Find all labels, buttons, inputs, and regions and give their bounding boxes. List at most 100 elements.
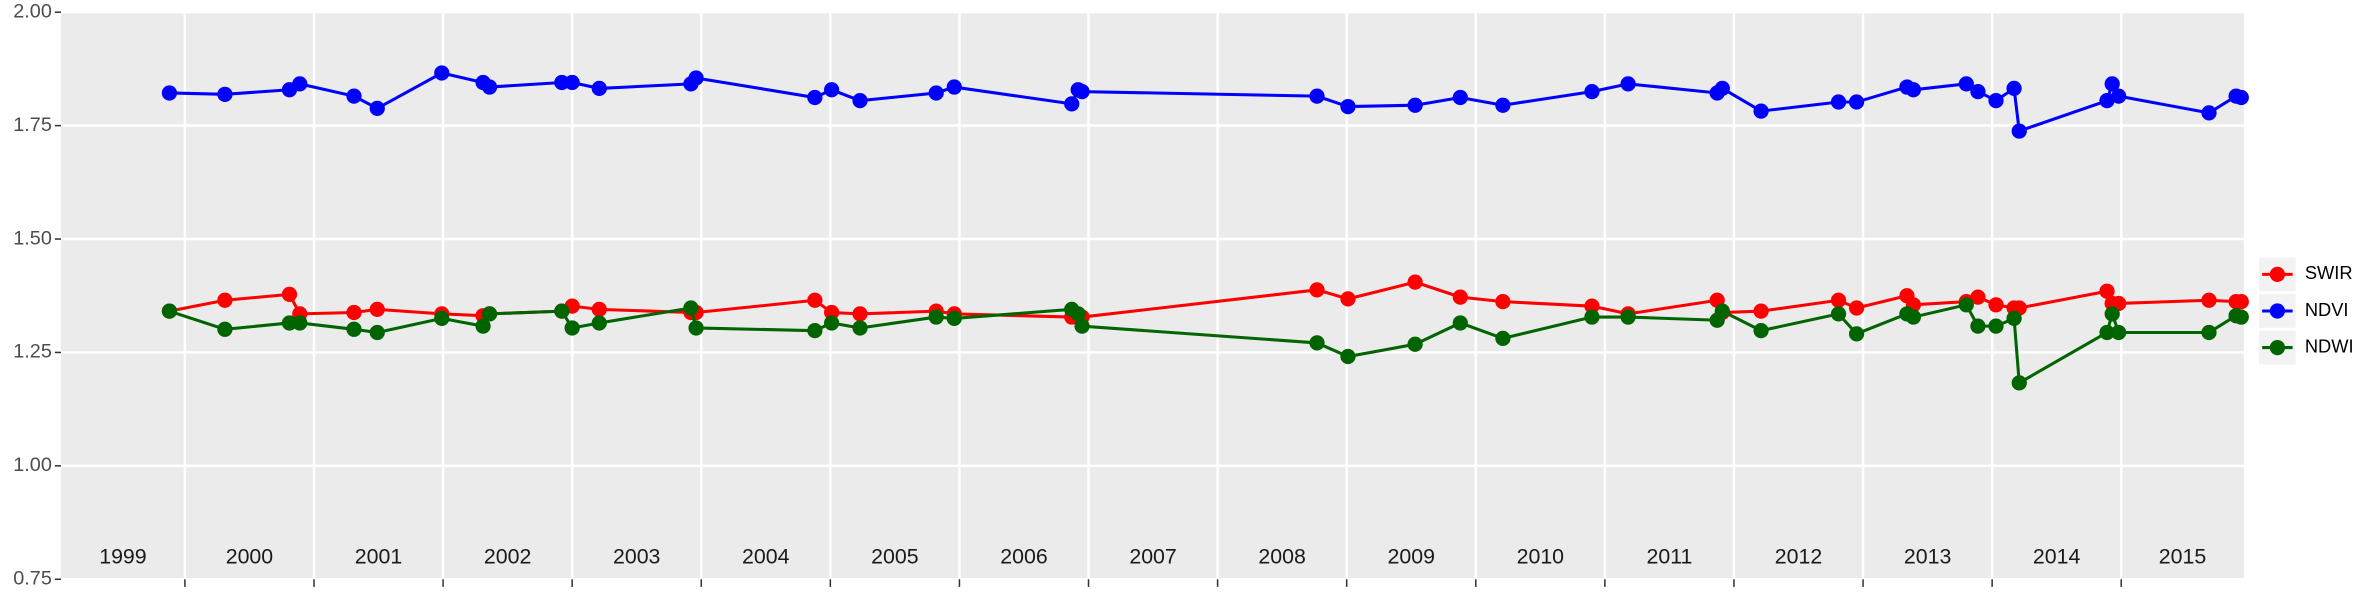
point <box>1830 94 1847 110</box>
point <box>2006 310 2022 327</box>
point <box>2099 283 2115 299</box>
point <box>1074 83 1090 100</box>
year-label: 2005 <box>871 545 918 569</box>
legend-point <box>2269 266 2286 283</box>
point <box>807 89 823 106</box>
point <box>1830 292 1847 308</box>
point <box>481 306 498 322</box>
point <box>1340 291 1356 307</box>
point <box>2006 80 2022 97</box>
point <box>591 315 607 331</box>
year-label: 2011 <box>1646 545 1692 569</box>
point <box>1495 294 1511 310</box>
legend-text: NDVI <box>2305 299 2349 320</box>
point <box>824 315 840 331</box>
point <box>1340 98 1356 115</box>
year-label: 2010 <box>1517 545 1565 569</box>
point <box>1905 82 1922 98</box>
legend-text: NDWI <box>2305 335 2354 356</box>
point <box>946 310 962 327</box>
point <box>1452 89 1468 106</box>
panel <box>60 12 2244 580</box>
point <box>2104 76 2120 92</box>
point <box>2011 123 2027 139</box>
point <box>1064 96 1080 112</box>
point <box>1958 297 1974 313</box>
year-label: 2002 <box>484 545 531 569</box>
point <box>1988 318 2004 334</box>
y-tick-label: 1.00 <box>13 454 52 476</box>
point <box>852 93 868 109</box>
y-tick-label: 1.50 <box>13 227 52 249</box>
point <box>1970 289 1986 305</box>
point <box>1495 330 1511 347</box>
point <box>688 70 704 86</box>
point <box>1309 335 1325 351</box>
point <box>369 324 385 341</box>
point <box>434 310 450 327</box>
point <box>1495 97 1511 113</box>
point <box>928 85 944 101</box>
point <box>2011 375 2027 391</box>
point <box>1407 274 1423 290</box>
point <box>1753 303 1769 319</box>
point <box>161 85 178 101</box>
point <box>2099 324 2115 341</box>
point <box>1620 309 1636 325</box>
point <box>281 286 298 302</box>
year-label: 2013 <box>1904 545 1951 569</box>
point <box>1753 103 1769 119</box>
point <box>852 306 868 322</box>
year-label: 2008 <box>1258 545 1305 569</box>
point <box>369 301 385 317</box>
point <box>928 309 944 325</box>
point <box>346 304 362 321</box>
point <box>1584 83 1600 100</box>
point <box>1753 323 1769 339</box>
point <box>852 320 868 336</box>
point <box>1074 318 1090 334</box>
point <box>2111 324 2127 341</box>
point <box>1988 297 2004 313</box>
point <box>369 100 385 117</box>
point <box>1905 309 1922 325</box>
point <box>1452 289 1468 305</box>
y-tick-label: 1.25 <box>13 341 52 363</box>
year-label: 2000 <box>226 545 274 569</box>
point <box>292 315 308 331</box>
y-tick-label: 1.75 <box>13 114 52 136</box>
point <box>591 80 607 97</box>
point <box>807 292 823 308</box>
point <box>1848 326 1865 342</box>
point <box>2233 309 2249 325</box>
point <box>824 304 840 321</box>
point <box>683 300 699 316</box>
point <box>1970 83 1986 100</box>
point <box>2201 105 2217 121</box>
point <box>554 303 570 319</box>
point <box>1988 93 2004 109</box>
year-label: 1999 <box>99 545 146 569</box>
point <box>1970 318 1986 334</box>
point <box>1340 348 1356 365</box>
year-label: 2004 <box>742 545 790 569</box>
legend-text: SWIR <box>2305 262 2353 283</box>
point <box>2201 292 2217 308</box>
point <box>161 303 178 319</box>
point <box>1070 306 1086 322</box>
point <box>2233 294 2249 310</box>
point <box>807 323 823 339</box>
point <box>824 82 840 98</box>
point <box>1309 282 1325 298</box>
point <box>217 86 233 102</box>
year-label: 2003 <box>613 545 660 569</box>
point <box>1309 88 1325 104</box>
point <box>564 74 580 91</box>
legend-point <box>2269 339 2286 356</box>
point <box>564 320 580 336</box>
point <box>2099 93 2115 109</box>
point <box>2104 306 2120 322</box>
point <box>1584 309 1600 325</box>
year-label: 2006 <box>1000 545 1047 569</box>
